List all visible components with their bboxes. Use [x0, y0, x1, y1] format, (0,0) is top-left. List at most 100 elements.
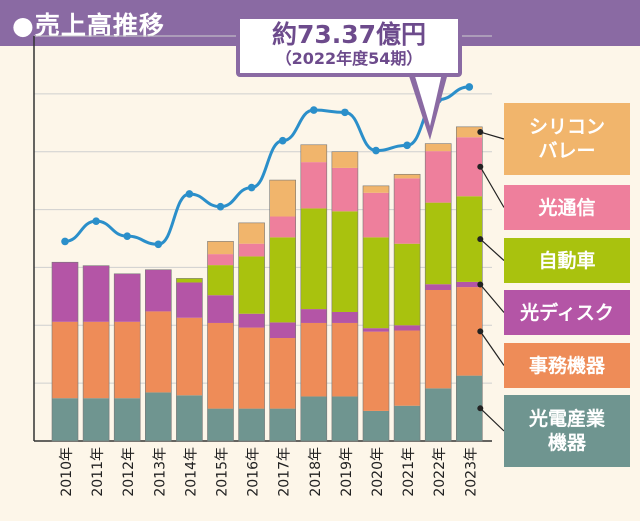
x-tick-label: 2023年	[463, 447, 479, 497]
bar-segment-2	[456, 281, 483, 288]
bar-segment-1	[394, 330, 421, 406]
bar-segment-3	[300, 208, 327, 310]
line-point	[185, 190, 194, 198]
x-tick-label: 2015年	[215, 447, 231, 497]
bar-segment-4	[269, 216, 296, 238]
value-callout: 約73.37億円 （2022年度54期）	[236, 15, 462, 77]
bar-outline	[393, 173, 421, 442]
bar-segment-0	[300, 396, 327, 441]
callout-main: 約73.37億円	[271, 20, 427, 49]
bar-segment-0	[363, 410, 389, 441]
legend-item: 事務機器	[504, 343, 630, 388]
x-tick-label: 2011年	[90, 447, 106, 497]
legend-leader-dot	[477, 236, 484, 243]
legend-leader	[480, 131, 505, 140]
bar-segment-2	[425, 284, 452, 290]
bar-outline	[238, 222, 265, 442]
bar-segment-1	[114, 321, 141, 399]
bar-outline	[113, 273, 141, 442]
legend-leader	[479, 166, 505, 208]
bar-segment-2	[238, 313, 265, 328]
bar-segment-0	[176, 395, 203, 441]
legend-leader	[479, 284, 505, 313]
bar-segment-4	[425, 151, 452, 203]
chart-title: ●売上高推移	[12, 11, 165, 40]
bar-segment-4	[207, 254, 234, 266]
bar-segment-2	[207, 295, 234, 323]
bar-segment-0	[114, 398, 141, 441]
x-tick-label: 2012年	[121, 447, 137, 497]
bar-outline	[331, 151, 359, 442]
bar-segment-0	[83, 398, 110, 441]
bar-segment-2	[394, 325, 421, 331]
bar-segment-2	[114, 273, 141, 322]
bar-segment-5	[456, 126, 483, 138]
bar-segment-3	[176, 278, 203, 283]
bar-segment-2	[269, 322, 296, 339]
bar-segment-0	[145, 392, 172, 441]
line-point	[310, 106, 318, 114]
bar-outline	[300, 144, 328, 442]
legend-leader	[479, 238, 505, 261]
bar-segment-1	[145, 311, 172, 393]
legend-leader	[479, 407, 505, 432]
x-tick-label: 2020年	[370, 447, 386, 497]
x-tick-label: 2019年	[339, 447, 355, 497]
bar-segment-1	[331, 322, 358, 397]
bar-outline	[145, 269, 172, 442]
bar-segment-3	[394, 243, 421, 326]
line-point	[403, 141, 411, 150]
legend-leader-dot	[477, 405, 484, 412]
bar-segment-0	[52, 398, 78, 441]
line-point	[247, 183, 256, 192]
bar-outline	[82, 265, 110, 442]
bar-segment-2	[300, 309, 327, 323]
bar-segment-0	[331, 396, 358, 441]
bar-segment-2	[363, 328, 389, 332]
bar-segment-2	[52, 262, 78, 322]
bar-segment-5	[238, 222, 265, 244]
x-tick-label: 2022年	[432, 447, 448, 497]
x-tick-label: 2021年	[401, 447, 417, 497]
bar-outline	[424, 143, 452, 442]
legend-item: 光電産業 機器	[504, 395, 630, 467]
bar-outline	[176, 278, 203, 442]
bar-segment-2	[145, 269, 172, 312]
legend-item: シリコン バレー	[504, 103, 630, 175]
bar-segment-4	[394, 178, 421, 244]
bar-segment-5	[363, 185, 389, 193]
line-point	[92, 217, 100, 225]
line-point	[61, 237, 69, 246]
bar-segment-3	[331, 211, 358, 312]
legend-leader	[479, 331, 505, 366]
bar-segment-3	[238, 256, 265, 314]
bar-segment-3	[425, 202, 452, 285]
bar-segment-4	[331, 167, 358, 212]
legend-leader-dot	[477, 129, 484, 136]
line-point	[216, 202, 225, 211]
line-point	[123, 232, 131, 240]
x-tick-label: 2014年	[183, 447, 199, 497]
bar-segment-5	[425, 143, 452, 152]
bar-segment-1	[238, 327, 265, 409]
bar-segment-5	[300, 144, 327, 163]
line-point	[278, 136, 287, 145]
bar-segment-1	[269, 338, 296, 409]
bar-segment-1	[300, 322, 327, 397]
bar-segment-1	[83, 321, 110, 399]
line-point	[465, 83, 474, 91]
bar-segment-5	[331, 151, 358, 168]
legend-leader-dot	[477, 281, 484, 288]
x-tick-label: 2013年	[152, 447, 168, 497]
bar-segment-2	[176, 282, 203, 318]
bar-segment-0	[394, 405, 421, 441]
bar-segment-1	[52, 321, 78, 399]
bar-segment-2	[83, 265, 110, 322]
bar-segment-5	[207, 241, 234, 255]
bar-segment-1	[363, 331, 389, 411]
bar-segment-0	[425, 388, 452, 441]
bar-segment-0	[207, 408, 234, 441]
bar-segment-3	[269, 237, 296, 323]
bar-segment-3	[363, 237, 389, 329]
line-point	[154, 240, 163, 249]
